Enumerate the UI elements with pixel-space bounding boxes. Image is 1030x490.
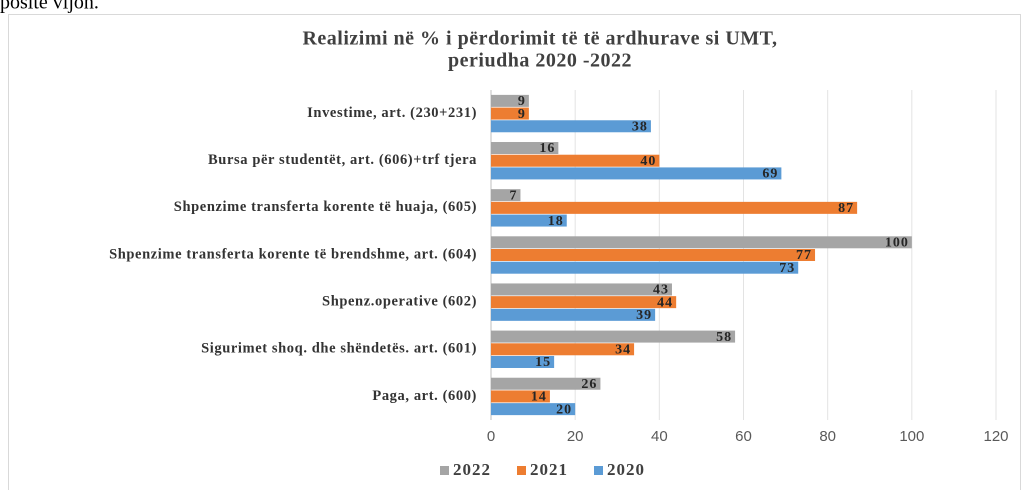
legend-swatch: [517, 466, 526, 475]
data-label: 9: [518, 107, 526, 122]
bar: [491, 377, 601, 390]
bar: [491, 249, 816, 261]
data-label: 18: [548, 214, 564, 229]
bar: [491, 343, 635, 356]
y-tick-label: Shpenzime transferta korente të huaja, (…: [174, 199, 477, 215]
data-label: 58: [716, 330, 732, 345]
data-label: 20: [556, 402, 572, 417]
data-label: 26: [581, 377, 597, 392]
bar: [491, 142, 559, 155]
bar: [491, 236, 912, 249]
legend-swatch: [440, 466, 449, 475]
bar: [491, 201, 858, 214]
bar: [491, 167, 782, 180]
data-label: 77: [796, 248, 812, 263]
y-tick-label: Bursa për studentët, art. (606)+trf tjer…: [208, 152, 477, 168]
legend-label: 2021: [530, 460, 568, 479]
data-label: 14: [531, 390, 547, 405]
data-label: 40: [640, 154, 656, 169]
data-label: 100: [885, 236, 909, 251]
x-tick-label: 80: [819, 428, 836, 445]
legend-label: 2022: [453, 460, 491, 479]
bar: [491, 189, 521, 202]
y-tick-label: Shpenzime transferta korente të brendshm…: [109, 246, 477, 262]
legend-swatch: [594, 466, 603, 475]
bar: [491, 390, 550, 403]
bar: [491, 296, 677, 309]
x-tick-label: 20: [567, 428, 584, 445]
data-label: 73: [779, 261, 795, 276]
data-label: 69: [762, 167, 778, 182]
page-text: posite vijon.: [0, 0, 99, 14]
x-tick-label: 100: [899, 428, 924, 445]
data-label: 87: [838, 201, 854, 216]
bar: [491, 283, 672, 296]
legend-label: 2020: [607, 460, 645, 479]
data-label: 9: [518, 94, 526, 109]
bar: [491, 120, 651, 133]
y-tick-label: Sigurimet shoq. dhe shëndetës. art. (601…: [201, 341, 477, 357]
data-label: 34: [615, 343, 631, 358]
bar: [491, 261, 799, 274]
bar: [491, 94, 529, 107]
data-label: 7: [509, 188, 517, 203]
y-tick-label: Investime, art. (230+231): [307, 105, 477, 121]
bar: [491, 214, 567, 227]
y-tick-label: Paga, art. (600): [372, 388, 477, 404]
chart-title: Realizimi në % i përdorimit të të ardhur…: [302, 28, 777, 50]
chart-title: periudha 2020 -2022: [448, 50, 632, 72]
y-tick-label: Shpenz.operative (602): [322, 293, 477, 309]
x-tick-label: 40: [651, 428, 668, 445]
data-label: 39: [636, 308, 652, 323]
bar: [491, 107, 529, 120]
bar: [491, 330, 736, 343]
data-label: 16: [539, 141, 555, 156]
bar: [491, 355, 555, 368]
x-tick-label: 0: [487, 428, 495, 445]
data-label: 44: [657, 295, 673, 310]
data-label: 43: [653, 283, 669, 298]
bar: [491, 154, 660, 167]
x-tick-label: 60: [735, 428, 752, 445]
bar: [491, 403, 576, 416]
data-label: 15: [535, 355, 551, 370]
data-label: 38: [632, 119, 648, 134]
bar: [491, 308, 656, 321]
x-tick-label: 120: [983, 428, 1008, 445]
